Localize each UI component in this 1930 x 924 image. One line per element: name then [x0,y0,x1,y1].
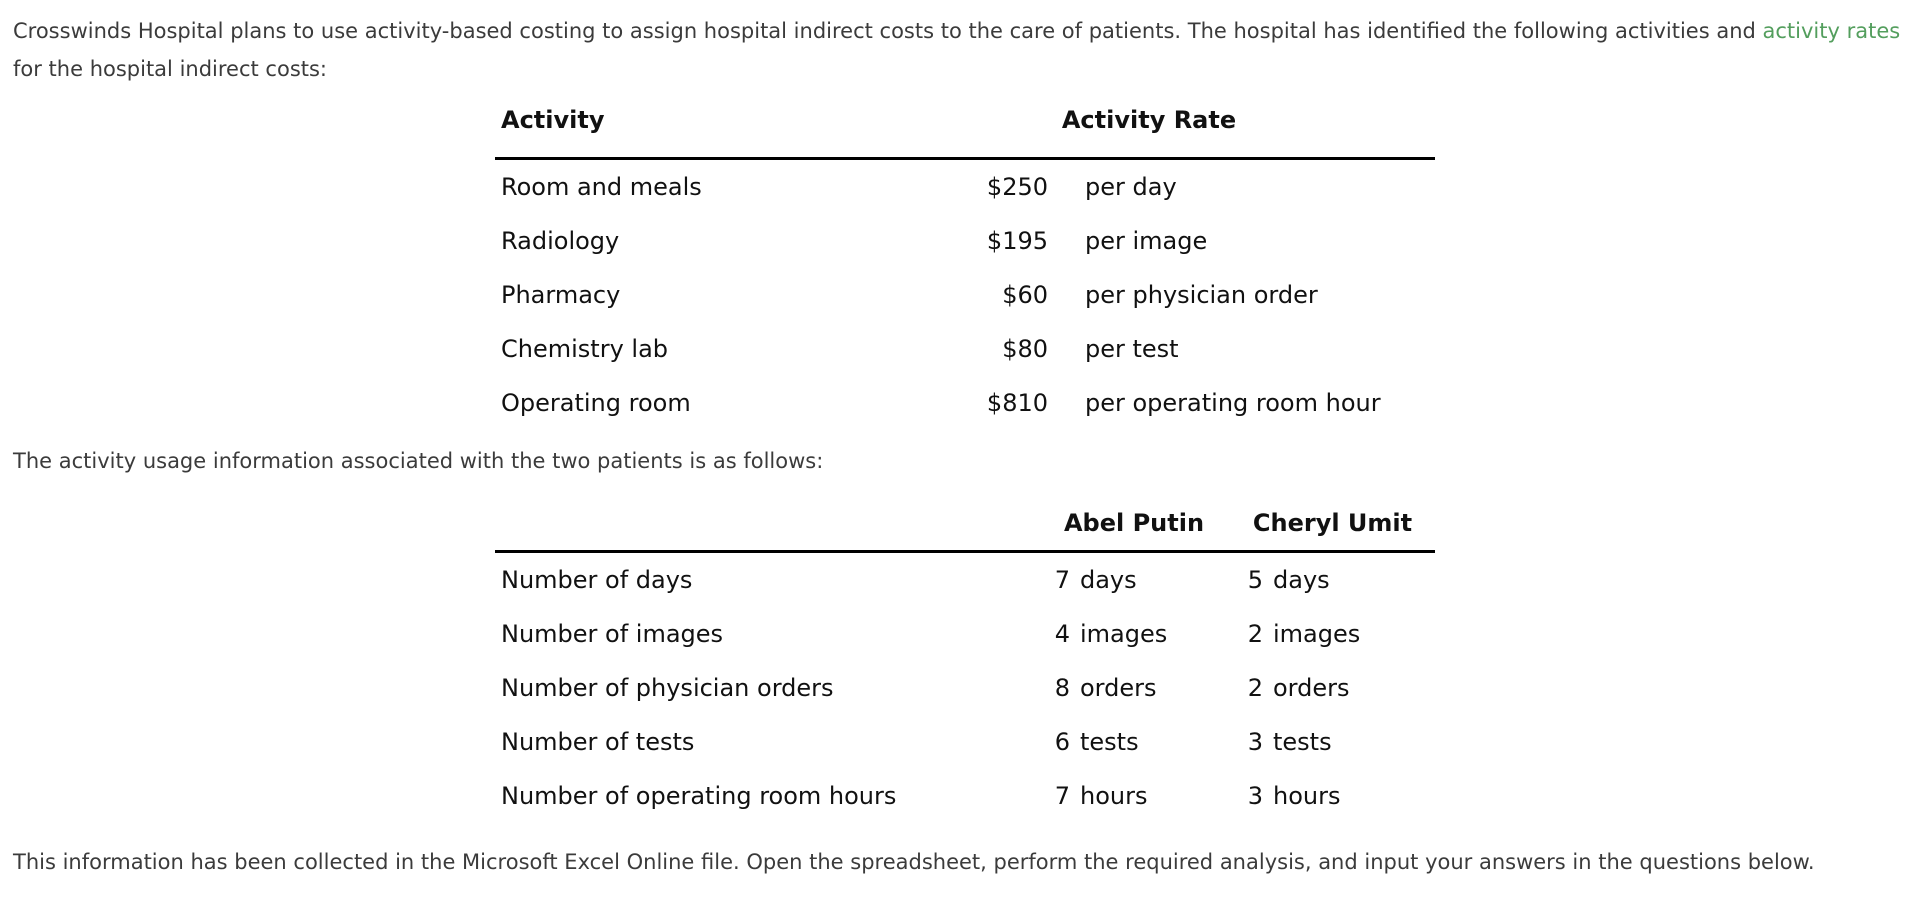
column-header-activity: Activity [495,101,958,160]
usage-metric-label: Number of physician orders [500,674,834,702]
abel-putin-value: 7 [1054,782,1070,810]
usage-metric-label: Number of images [500,620,724,648]
usage-table-row: Number of days 7 days 5 days [495,552,1435,608]
intro-text-before-link: Crosswinds Hospital plans to use activit… [13,19,1763,43]
rate-table-row: Pharmacy $60 per physician order [495,268,1435,322]
abel-putin-value: 8 [1054,674,1070,702]
abel-putin-value: 7 [1054,566,1070,594]
usage-table-row: Number of images 4 images 2 images [495,607,1435,661]
activity-name: Room and meals [501,173,702,201]
abel-putin-unit: orders [1079,674,1157,702]
closing-paragraph: This information has been collected in t… [13,850,1815,874]
abel-putin-unit: days [1079,566,1137,594]
cheryl-umit-unit: orders [1273,674,1350,702]
usage-table-row: Number of physician orders 8 orders 2 or… [495,661,1435,715]
cheryl-umit-value: 5 [1247,566,1263,594]
column-header-activity-rate: Activity Rate [958,101,1435,160]
intro-text-after-link: for the hospital indirect costs: [13,57,328,81]
activity-rate-value: $60 [1002,281,1048,309]
activity-rate-unit: per physician order [1085,281,1318,309]
column-header-patient-abel-putin: Abel Putin [1037,504,1230,553]
usage-table-row: Number of operating room hours 7 hours 3… [495,769,1435,823]
cheryl-umit-unit: days [1273,566,1330,594]
rate-table-row: Operating room $810 per operating room h… [495,376,1435,430]
activity-rate-unit: per test [1085,335,1179,363]
rate-table-row: Room and meals $250 per day [495,159,1435,215]
cheryl-umit-value: 2 [1247,620,1263,648]
activity-name: Chemistry lab [501,335,669,363]
usage-metric-label: Number of tests [500,728,695,756]
intro-paragraph: Crosswinds Hospital plans to use activit… [13,12,1917,88]
activity-name: Pharmacy [501,281,621,309]
activity-rate-value: $810 [986,389,1048,417]
usage-metric-label: Number of operating room hours [500,782,897,810]
usage-intro-paragraph: The activity usage information associate… [13,449,824,473]
usage-metric-label: Number of days [500,566,693,594]
abel-putin-unit: tests [1079,728,1139,756]
abel-putin-value: 4 [1054,620,1070,648]
activity-rates-link[interactable]: activity rates [1762,19,1901,43]
activity-name: Operating room [501,389,691,417]
activity-rate-unit: per operating room hour [1085,389,1381,417]
activity-rate-table: Activity Activity Rate Room and meals $2… [495,101,1435,430]
activity-rate-value: $195 [986,227,1048,255]
activity-name: Radiology [501,227,620,255]
patient-usage-table: Abel Putin Cheryl Umit Number of days 7 … [494,504,1436,823]
cheryl-umit-unit: tests [1273,728,1332,756]
activity-rate-value: $80 [1002,335,1048,363]
column-header-blank [494,504,1038,553]
abel-putin-unit: images [1079,620,1168,648]
rate-table-row: Radiology $195 per image [495,214,1435,268]
cheryl-umit-value: 2 [1247,674,1263,702]
column-header-patient-cheryl-umit: Cheryl Umit [1230,504,1436,553]
cheryl-umit-value: 3 [1247,782,1263,810]
abel-putin-unit: hours [1079,782,1148,810]
cheryl-umit-unit: images [1273,620,1361,648]
activity-rate-unit: per day [1085,173,1177,201]
usage-table-row: Number of tests 6 tests 3 tests [495,715,1435,769]
rate-table-header-row: Activity Activity Rate [495,101,1435,160]
activity-rate-unit: per image [1085,227,1208,255]
cheryl-umit-value: 3 [1247,728,1263,756]
abel-putin-value: 6 [1054,728,1070,756]
cheryl-umit-unit: hours [1273,782,1341,810]
usage-table-header-row: Abel Putin Cheryl Umit [494,504,1436,553]
rate-table-row: Chemistry lab $80 per test [495,322,1435,376]
activity-rate-value: $250 [986,173,1048,201]
